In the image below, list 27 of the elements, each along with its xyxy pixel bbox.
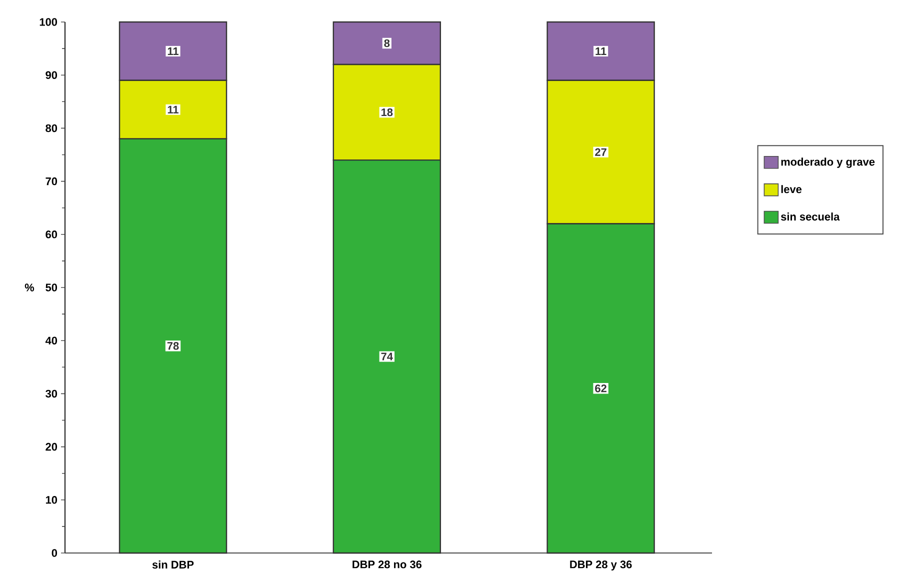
y-tick-label: 40 [45,336,58,344]
y-tick-label: 0 [52,549,58,557]
legend-label: sin secuela [780,212,840,221]
x-tick-label: sin DBP [152,560,194,569]
data-label: 78 [167,342,179,350]
data-label: 11 [168,106,178,114]
data-label: 27 [595,148,606,156]
y-tick-label: 30 [46,390,58,398]
y-axis-title: % [24,284,34,292]
y-tick-label: 50 [46,284,58,292]
y-tick-label: 90 [46,71,58,79]
y-tick-label: 80 [46,124,58,132]
y-tick-label: 60 [46,230,58,238]
legend-label: moderado y grave [781,158,875,168]
data-label: 18 [381,108,393,116]
y-tick-label: 100 [40,18,58,26]
data-label: 11 [596,47,606,55]
data-label: 11 [168,47,178,55]
y-tick-label: 10 [46,496,58,504]
x-tick-label: DBP 28 y 36 [570,560,632,570]
y-tick-label: 20 [46,442,58,451]
legend-label: leve [781,185,802,194]
data-label: 74 [381,352,393,360]
data-label: 8 [384,39,390,48]
x-tick-label: DBP 28 no 36 [352,560,422,568]
data-label: 62 [595,384,606,392]
y-tick-label: 70 [46,177,58,186]
